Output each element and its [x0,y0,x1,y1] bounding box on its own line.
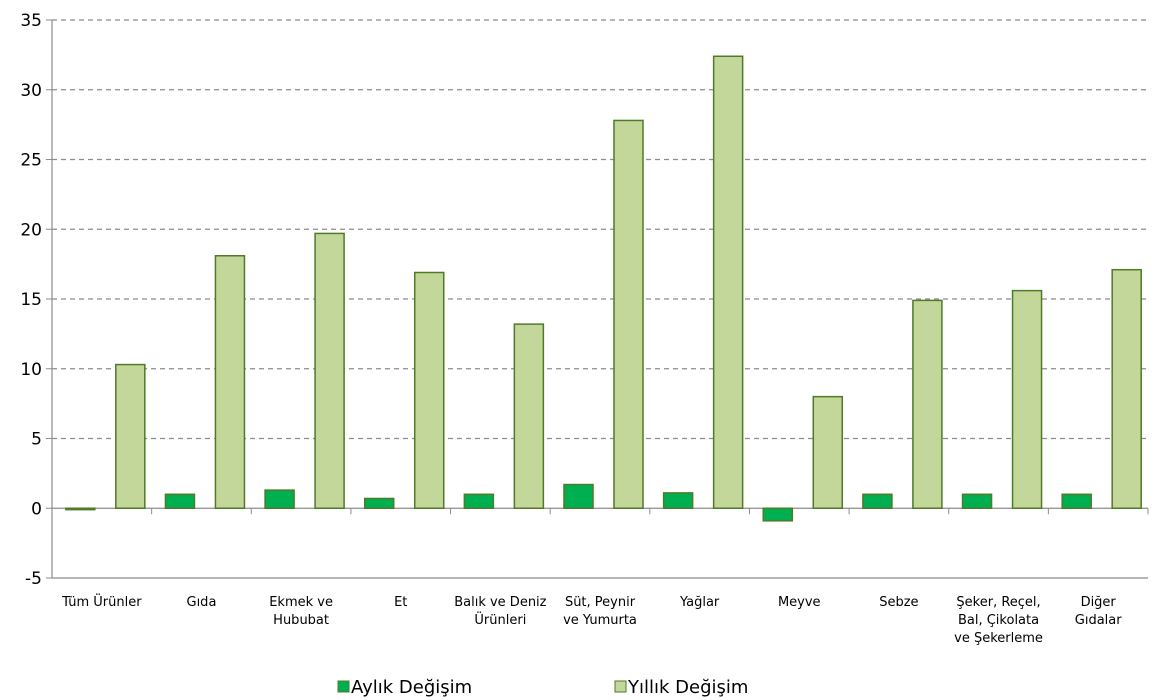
bar-yearly [613,119,644,509]
bar-yearly [1011,289,1043,509]
bar-monthly [762,507,794,522]
bars [65,55,1142,522]
x-category-label: Ekmek ve Hububat [269,595,333,628]
x-category-label: Meyve [778,595,821,610]
y-tick-label: 20 [20,220,42,240]
y-tick-labels: -5 0 5 10 15 20 25 30 35 [20,11,42,589]
bar-yearly [413,271,445,509]
bar-yearly [1111,268,1142,509]
x-category-label: Yağlar [679,595,720,610]
bar-yearly [214,255,246,509]
legend: Aylık Değişim Yıllık Değişim [337,677,748,698]
x-category-label: Gıda [187,595,217,610]
legend-swatch [614,680,627,693]
y-tick-label: 5 [31,430,42,450]
y-tick-label: -5 [25,569,42,589]
y-tick-label: 30 [20,81,42,101]
x-category-label: Balık ve Deniz Ürünleri [454,595,546,628]
y-tick-label: 10 [20,360,42,380]
y-tick-label: 35 [20,11,42,31]
bar-monthly [264,489,295,509]
x-category-label: Tüm Ürünler [61,593,142,610]
y-tick-label: 25 [20,151,42,171]
bar-monthly [463,493,495,509]
bar-monthly [563,483,594,510]
bar-monthly [862,493,893,509]
x-category-label: Sebze [879,595,918,610]
bar-monthly [961,493,993,509]
bar-monthly [65,507,96,511]
bar-monthly [1061,493,1092,509]
x-category-label: Şeker, Reçel, Bal, Çikolata ve Şekerleme [954,595,1043,646]
x-category-label: Et [394,595,407,610]
x-category-label: Diğer Gıdalar [1075,595,1122,628]
legend-swatch [337,680,350,693]
x-category-labels: Tüm Ürünler Gıda Ekmek ve Hububat Et Balık ve… [61,593,1122,646]
bar-yearly [912,299,943,509]
bar-monthly [363,497,395,509]
bar-yearly [314,232,345,509]
bar-monthly [662,492,694,509]
bar-monthly [164,493,196,509]
y-tick-label: 15 [20,290,42,310]
bar-yearly [115,363,146,509]
bar-yearly [812,395,844,509]
legend-label: Yıllık Değişim [627,677,748,698]
legend-label: Aylık Değişim [351,677,472,698]
bar-yearly [513,323,545,509]
y-tick-label: 0 [31,499,42,519]
x-category-label: Süt, Peynir ve Yumurta [563,595,637,628]
bar-yearly [712,55,744,510]
